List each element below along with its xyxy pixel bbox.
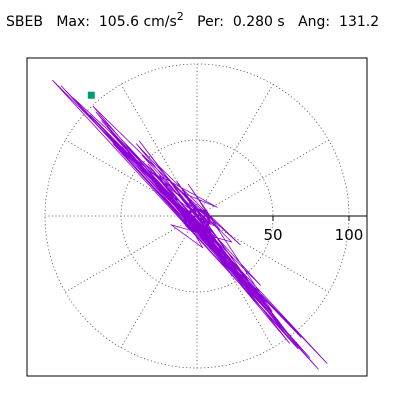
max-marker (87, 91, 95, 99)
trace-path (52, 79, 328, 370)
ang-value: 131.2 (339, 14, 380, 30)
chart-title: SBEB Max: 105.6 cm/s2 Per: 0.280 s Ang: … (6, 10, 398, 36)
grid-spoke-30 (196, 139, 329, 217)
axes (197, 215, 367, 221)
radial-tick-labels: 50 100 (263, 226, 363, 244)
max-marker-square (87, 91, 95, 99)
tick-label-50: 50 (263, 226, 282, 244)
grid-spoke-210 (65, 215, 198, 293)
particle-motion-trace (52, 79, 328, 370)
per-units: s (277, 14, 285, 30)
trace-core (183, 208, 211, 232)
per-value: 0.280 (232, 14, 273, 30)
grid-spoke-240 (120, 215, 198, 348)
max-label: Max: (56, 14, 90, 30)
max-value: 105.6 (98, 14, 139, 30)
plot-frame (26, 57, 368, 377)
ang-label: Ang: (298, 14, 331, 30)
station-code: SBEB (6, 14, 43, 30)
max-units: cm/s (143, 14, 177, 30)
max-units-exponent: 2 (176, 10, 184, 23)
tick-label-100: 100 (335, 226, 364, 244)
per-label: Per: (197, 14, 224, 30)
grid-spoke-60 (196, 84, 274, 217)
